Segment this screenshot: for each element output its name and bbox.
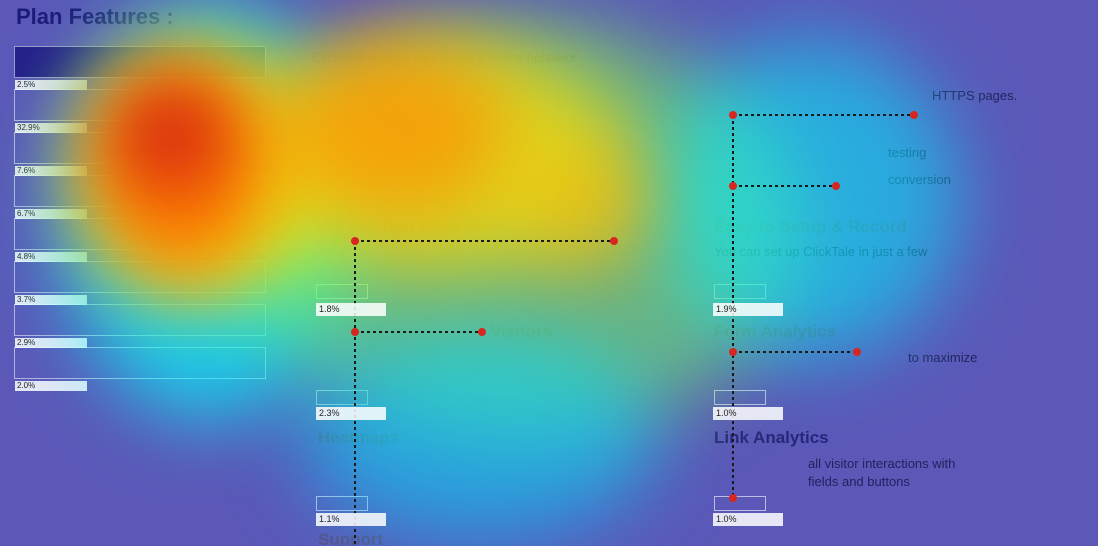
menu-item-7-pct: 2.9% [15,338,87,348]
path-dot [351,237,359,245]
menu-item-1-pct: 2.5% [15,80,87,90]
menu-item-2-pct: 32.9% [15,123,87,133]
path-dot [478,328,486,336]
menu-item-8-pct: 2.0% [15,381,87,391]
text-link-analytics-2: fields and buttons [808,474,910,489]
path-dot [351,328,359,336]
learn-more-button-6[interactable] [714,496,766,511]
stat-right-3: 1.0% [713,513,783,526]
stat-left-1: 1.8% [316,303,386,316]
text-link-analytics-1: all visitor interactions with [808,456,956,471]
path-dot [729,111,737,119]
stat-left-2: 2.3% [316,407,386,420]
path-dot [729,182,737,190]
path-dot [910,111,918,119]
path-dot [729,494,737,502]
path-dot [853,348,861,356]
stat-right-2: 1.0% [713,407,783,420]
menu-item-3-pct: 7.6% [15,166,87,176]
path-dot [610,237,618,245]
menu-item-4-pct: 6.7% [15,209,87,219]
path-dot [729,348,737,356]
menu-item-5-pct: 4.8% [15,252,87,262]
path-dot [832,182,840,190]
stat-right-1: 1.9% [713,303,783,316]
stat-left-3: 1.1% [316,513,386,526]
menu-item-6-pct: 3.7% [15,295,87,305]
